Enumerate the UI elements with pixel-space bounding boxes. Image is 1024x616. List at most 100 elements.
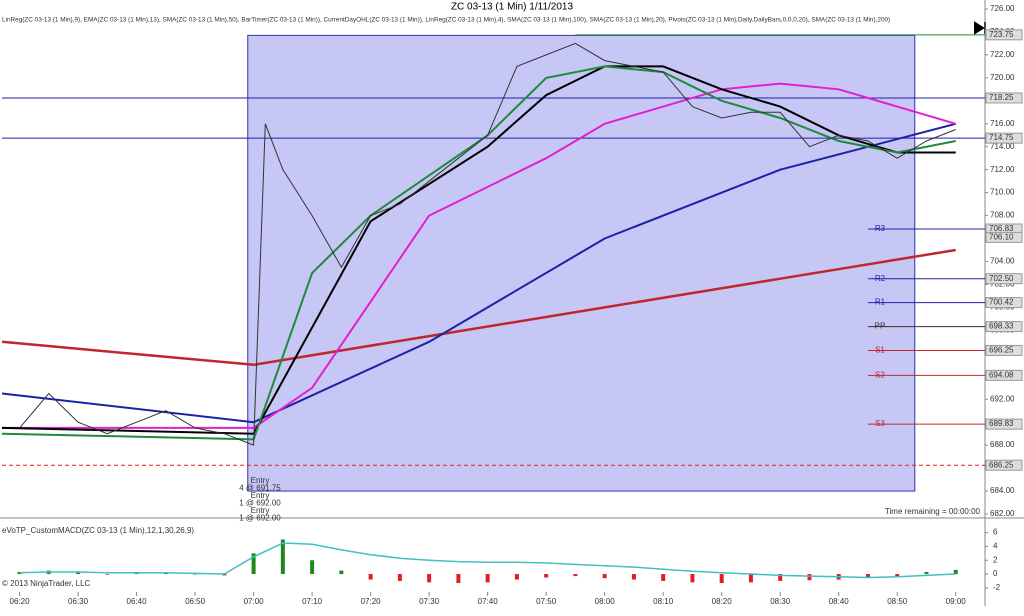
y-tick-label: 682.00	[990, 509, 1015, 518]
y-tick-label: 4	[993, 542, 998, 551]
macd-bar	[456, 574, 461, 584]
level-label-box	[985, 418, 1023, 430]
series-line	[19, 42, 956, 446]
macd-bar	[280, 539, 285, 575]
macd-bar	[778, 574, 783, 581]
macd-bar	[895, 574, 900, 577]
macd-bar	[105, 574, 110, 575]
entry-label: 1 @ 692.00	[239, 499, 281, 508]
x-tick-label: 08:00	[595, 597, 616, 606]
x-tick-label: 08:20	[712, 597, 733, 606]
macd-bar	[631, 574, 636, 580]
macd-bar	[807, 574, 812, 581]
pivot-name: R2	[875, 274, 886, 283]
macd-bar	[690, 574, 695, 583]
macd-bar	[602, 574, 607, 579]
y-tick-label: 2	[993, 555, 998, 564]
macd-bar	[544, 574, 549, 578]
macd-bar	[485, 574, 490, 583]
level-label-box	[985, 459, 1023, 471]
macd-bar	[310, 560, 315, 575]
macd-bar	[397, 574, 402, 581]
x-tick-label: 08:10	[653, 597, 674, 606]
macd-bar	[514, 574, 519, 580]
level-label-box	[985, 344, 1023, 356]
y-tick-label: 720.00	[990, 73, 1015, 82]
level-label: 706.10	[989, 233, 1014, 242]
y-tick-label: 708.00	[990, 211, 1015, 220]
level-label: 689.83	[989, 419, 1014, 428]
level-label: 718.25	[989, 93, 1014, 102]
x-tick-label: 09:00	[946, 597, 967, 606]
y-tick-label: 684.00	[990, 486, 1015, 495]
y-tick-label: 692.00	[990, 394, 1015, 403]
entry-label: Entry	[251, 506, 270, 515]
level-label: 698.33	[989, 322, 1014, 331]
level-label: 694.08	[989, 370, 1014, 379]
y-tick-label: 704.00	[990, 257, 1015, 266]
macd-bar	[76, 572, 81, 575]
level-label: 714.75	[989, 133, 1014, 142]
x-tick-label: 07:10	[302, 597, 323, 606]
x-tick-label: 08:30	[770, 597, 791, 606]
series-line	[1, 122, 956, 424]
level-label-box	[985, 29, 1023, 41]
macd-bar	[368, 574, 373, 580]
y-tick-label: 714.00	[990, 142, 1015, 151]
x-tick-label: 07:20	[361, 597, 382, 606]
x-tick-label: 07:50	[536, 597, 557, 606]
x-tick-label: 06:20	[10, 597, 31, 606]
x-tick-label: 06:30	[68, 597, 89, 606]
y-tick-label: 716.00	[990, 119, 1015, 128]
series-line	[1, 248, 956, 367]
series-line	[2, 82, 956, 429]
series-line	[1, 65, 956, 441]
level-label: 700.42	[989, 298, 1014, 307]
pivot-name: S3	[875, 419, 885, 428]
x-tick-label: 07:30	[419, 597, 440, 606]
pivot-name: R1	[875, 298, 886, 307]
pivot-name: S1	[875, 346, 885, 355]
macd-bar	[427, 574, 432, 583]
y-tick-label: 6	[993, 528, 998, 537]
macd-bar	[661, 574, 666, 581]
x-tick-label: 06:40	[127, 597, 148, 606]
y-tick-label: 722.00	[990, 50, 1015, 59]
macd-bar	[17, 571, 22, 575]
x-tick-label: 06:50	[185, 597, 206, 606]
copyright: © 2013 NinjaTrader, LLC	[2, 579, 91, 588]
y-tick-label: 0	[993, 569, 998, 578]
level-label-box	[985, 92, 1023, 104]
y-tick-label: 712.00	[990, 165, 1015, 174]
macd-bar	[865, 574, 870, 578]
pivot-name: R3	[875, 224, 886, 233]
macd-bar	[953, 569, 958, 575]
level-label: 696.25	[989, 346, 1014, 355]
y-tick-label: 688.00	[990, 440, 1015, 449]
pivot-name: PP	[875, 322, 886, 331]
entry-label: Entry	[251, 491, 270, 500]
level-label-box	[985, 369, 1023, 381]
shaded-zone	[247, 34, 916, 492]
macd-bar	[924, 571, 929, 575]
signal-line	[19, 542, 956, 579]
time-remaining: Time remaining = 00:00:00	[885, 507, 981, 516]
macd-bar	[748, 574, 753, 583]
indicator-list: LinReg(ZC 03-13 (1 Min),9), EMA(ZC 03-13…	[2, 17, 890, 24]
x-tick-label: 07:00	[244, 597, 265, 606]
entry-label: 1 @ 692.00	[239, 514, 281, 523]
macd-bar	[339, 570, 344, 575]
level-label-box	[985, 231, 1023, 243]
macd-bar	[193, 574, 198, 575]
pivot-name: S2	[875, 370, 885, 379]
level-label: 686.25	[989, 460, 1014, 469]
level-label: 702.50	[989, 274, 1014, 283]
entry-label: 4 @ 691.75	[239, 484, 281, 493]
level-label: 723.75	[989, 30, 1014, 39]
level-label-box	[985, 132, 1023, 144]
macd-bar	[719, 574, 724, 584]
macd-bar	[251, 553, 256, 575]
x-tick-label: 08:40	[829, 597, 850, 606]
x-tick-label: 07:40	[478, 597, 499, 606]
